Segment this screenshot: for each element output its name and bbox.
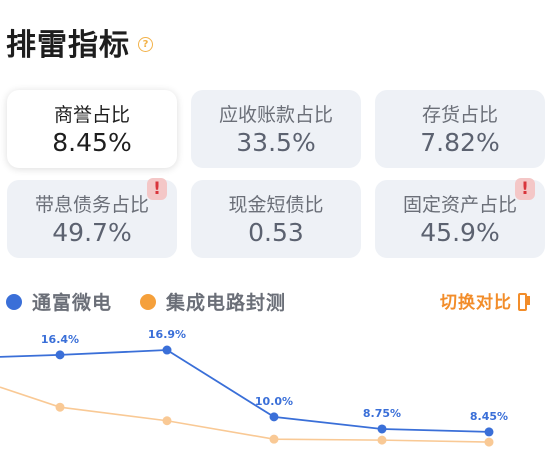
legend-label: 通富微电	[32, 292, 113, 314]
metric-card-value: 45.9%	[420, 218, 500, 247]
legend-item-company[interactable]: 通富微电	[6, 288, 112, 315]
data-point-industry	[55, 402, 65, 412]
legend-item-industry[interactable]: 集成电路封测	[140, 288, 286, 315]
metric-card-goodwill[interactable]: 商誉占比 8.45%	[7, 90, 177, 168]
metric-card-label: 应收账款占比	[218, 104, 333, 126]
switch-compare-button[interactable]: 切换对比	[440, 288, 532, 313]
legend-label: 集成电路封测	[166, 292, 287, 314]
title-row: 排雷指标 ?	[6, 20, 153, 64]
metric-card-label: 带息债务占比	[34, 194, 149, 216]
help-icon[interactable]: ?	[138, 36, 153, 52]
series-line-company	[0, 349, 490, 433]
data-label-company: 16.9%	[148, 328, 186, 341]
warning-icon: !	[147, 178, 167, 200]
metric-card-cash-short-debt[interactable]: 现金短债比 0.53	[191, 180, 361, 258]
metric-card-label: 商誉占比	[53, 104, 130, 126]
metric-card-receivables[interactable]: 应收账款占比 33.5%	[191, 90, 361, 168]
metric-card-label: 存货占比	[421, 104, 498, 126]
data-point-company	[484, 427, 494, 437]
metric-card-value: 49.7%	[52, 218, 132, 247]
data-point-company	[55, 350, 65, 360]
metric-card-value: 7.82%	[420, 128, 500, 157]
data-point-industry	[269, 434, 279, 444]
data-label-company: 16.4%	[41, 333, 79, 346]
switch-icon	[518, 292, 532, 311]
metric-card-interest-debt[interactable]: 带息债务占比 49.7% !	[7, 178, 177, 258]
metric-card-label: 固定资产占比	[402, 194, 517, 216]
metric-card-value: 8.45%	[52, 128, 132, 157]
legend-dot-icon	[6, 293, 22, 310]
page-title: 排雷指标	[6, 28, 130, 63]
metric-card-value: 0.53	[248, 218, 304, 247]
series-line-industry	[0, 386, 490, 443]
warning-icon: !	[515, 178, 535, 200]
data-label-company: 10.0%	[255, 395, 293, 408]
metric-card-fixed-assets[interactable]: 固定资产占比 45.9% !	[375, 178, 545, 258]
metric-card-inventory[interactable]: 存货占比 7.82%	[375, 90, 545, 168]
switch-compare-label: 切换对比	[440, 293, 512, 313]
data-label-company: 8.75%	[363, 407, 401, 420]
data-point-company	[162, 345, 172, 355]
metric-card-label: 现金短债比	[228, 194, 324, 216]
chart-legend: 通富微电 集成电路封测	[6, 288, 314, 315]
data-point-industry	[377, 435, 387, 445]
data-point-industry	[484, 437, 494, 447]
data-point-company	[377, 424, 387, 434]
data-label-company: 8.45%	[470, 410, 508, 423]
trend-line-chart: 16.4% 16.9% 10.0% 8.75% 8.45%	[0, 328, 508, 447]
data-point-company	[269, 412, 279, 422]
metric-card-value: 33.5%	[236, 128, 316, 157]
data-point-industry	[162, 416, 172, 426]
legend-dot-icon	[140, 293, 157, 310]
